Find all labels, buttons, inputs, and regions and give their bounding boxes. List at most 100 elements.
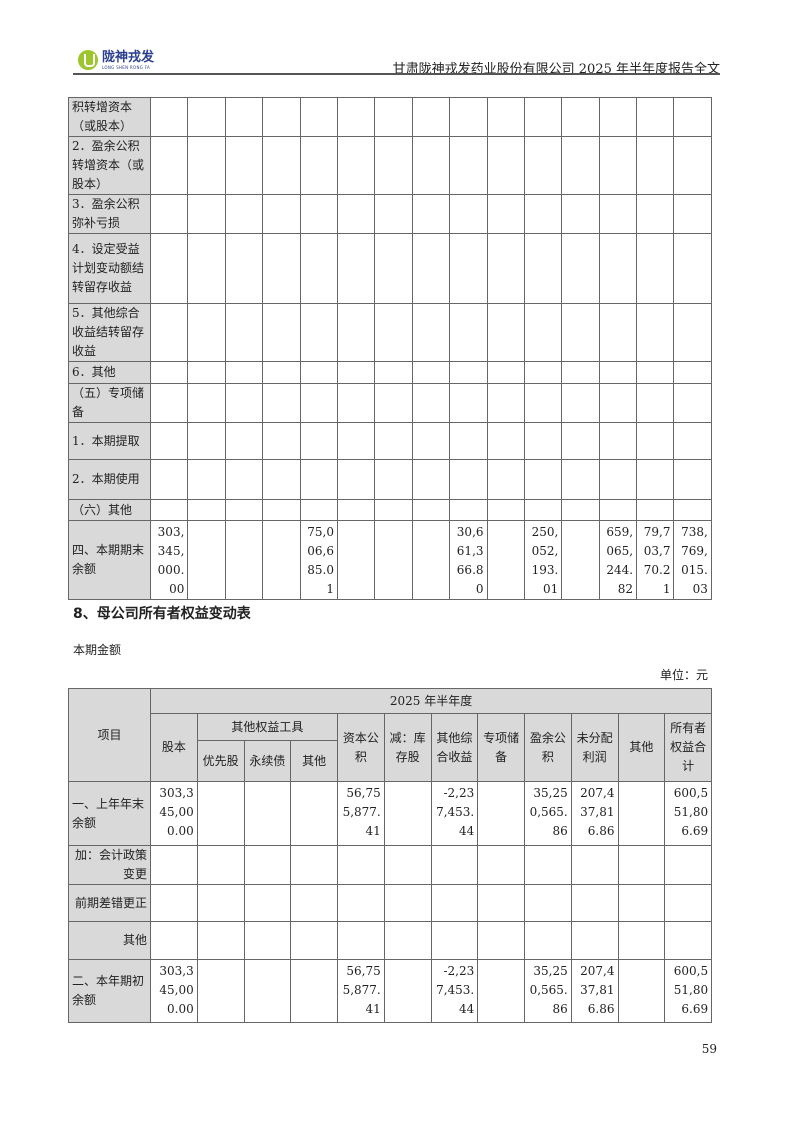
table-cell	[673, 194, 712, 234]
table-cell	[636, 383, 675, 423]
table-cell	[411, 361, 451, 384]
col-preferred: 优先股	[196, 740, 245, 782]
table-cell	[477, 959, 525, 1023]
table-cell	[598, 422, 638, 460]
table-cell	[673, 499, 712, 521]
table-cell	[636, 459, 675, 500]
table-cell	[383, 959, 432, 1023]
table-cell	[561, 233, 600, 304]
table-cell	[374, 303, 413, 362]
table-cell	[523, 194, 563, 234]
table-cell: 303,345,000.00	[150, 781, 198, 846]
page-number: 59	[701, 1042, 717, 1056]
table-cell	[187, 422, 226, 460]
table-cell	[449, 97, 488, 137]
table-cell	[673, 233, 712, 304]
table-cell	[524, 921, 572, 960]
table-cell	[617, 845, 666, 885]
table-cell: 56,755,877.41	[337, 781, 385, 846]
table-cell	[262, 303, 301, 362]
row-label: 积转增资本（或股本）	[68, 97, 151, 137]
row-label: 2．本期使用	[68, 459, 151, 500]
table-cell	[149, 361, 189, 384]
col-oci: 其他综合收益	[430, 713, 479, 782]
col-undistributed: 未分配利润	[570, 713, 619, 782]
table-cell	[486, 459, 525, 500]
table-cell	[262, 194, 301, 234]
table-cell	[299, 459, 338, 500]
table-cell	[196, 921, 245, 960]
table-cell	[673, 97, 712, 137]
table-cell	[430, 921, 479, 960]
table-cell	[187, 97, 226, 137]
table-cell	[664, 845, 713, 885]
table-cell: 600,551,806.69	[664, 781, 713, 846]
table-cell	[673, 136, 712, 195]
table-cell	[224, 303, 264, 362]
company-logo: 陇神戎发 LONG SHEN RONG FA	[78, 50, 154, 70]
table-cell	[299, 383, 338, 423]
table-cell	[187, 499, 226, 521]
table-cell	[374, 499, 413, 521]
table-cell	[299, 422, 338, 460]
table-cell	[523, 303, 563, 362]
table-cell	[636, 194, 675, 234]
table-cell	[224, 97, 264, 137]
col-perpetual: 永续债	[243, 740, 292, 782]
row-label: 加：会计政策变更	[68, 845, 151, 885]
table-cell	[664, 921, 713, 960]
table-cell	[243, 921, 292, 960]
table-cell	[561, 383, 600, 423]
table-cell	[561, 459, 600, 500]
table-cell	[411, 459, 451, 500]
table-cell	[224, 383, 264, 423]
table-cell	[224, 499, 264, 521]
table-cell	[449, 233, 488, 304]
table-cell	[299, 361, 338, 384]
table-cell	[411, 383, 451, 423]
table-cell	[262, 422, 301, 460]
equity-change-table-continued: 积转增资本（或股本） 2．盈余公积转增资本（或股本） 3．盈余公积弥补亏损 4．设定受…	[68, 97, 712, 600]
table-cell	[486, 136, 525, 195]
table-cell	[187, 361, 226, 384]
table-cell	[411, 303, 451, 362]
table-cell	[523, 233, 563, 304]
table-cell	[374, 422, 413, 460]
table-cell: 250,052,193.01	[523, 520, 563, 600]
table-cell	[523, 383, 563, 423]
table-cell	[383, 884, 432, 922]
col-share-capital: 股本	[150, 713, 198, 782]
table-cell	[224, 422, 264, 460]
table-cell	[617, 959, 666, 1023]
table-cell	[149, 459, 189, 500]
table-cell	[523, 422, 563, 460]
table-cell	[187, 520, 226, 600]
table-cell	[449, 422, 488, 460]
table-cell	[486, 422, 525, 460]
table-cell	[224, 136, 264, 195]
table-cell	[374, 194, 413, 234]
table-row: 1．本期提取	[68, 422, 712, 460]
row-label: 前期差错更正	[68, 884, 151, 922]
table-cell	[299, 97, 338, 137]
table-cell	[224, 520, 264, 600]
table-cell	[262, 97, 301, 137]
table-cell	[299, 194, 338, 234]
table-cell	[673, 303, 712, 362]
table-cell	[477, 921, 525, 960]
table-cell	[570, 884, 619, 922]
table-cell	[561, 422, 600, 460]
table-row: 前期差错更正	[68, 884, 713, 922]
table-cell	[337, 884, 385, 922]
table-cell	[561, 303, 600, 362]
table-cell	[262, 499, 301, 521]
table-cell	[673, 361, 712, 384]
table-cell	[598, 383, 638, 423]
table-cell	[149, 422, 189, 460]
row-label: 1．本期提取	[68, 422, 151, 460]
row-label: （六）其他	[68, 499, 151, 521]
table-cell	[262, 459, 301, 500]
table-cell	[243, 781, 292, 846]
table-cell	[337, 921, 385, 960]
